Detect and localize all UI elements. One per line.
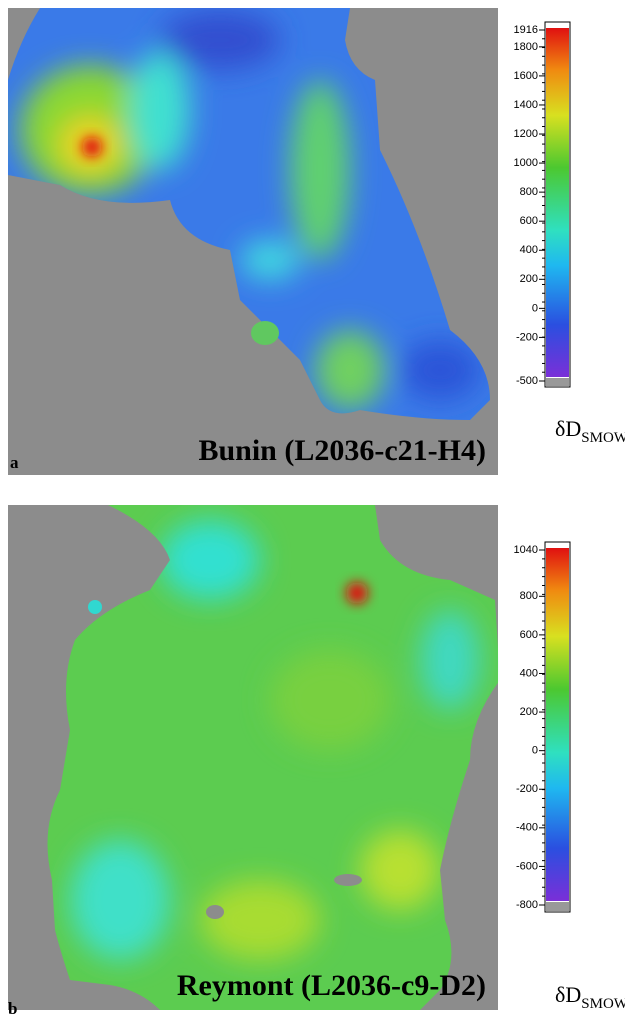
colorbar-label: δDSMOW <box>555 416 625 446</box>
tick-label: 600 <box>520 629 538 641</box>
tick-label: 0 <box>532 745 538 757</box>
tick-label: 1000 <box>514 157 538 169</box>
label-main: δD <box>555 982 581 1007</box>
tick-label: 200 <box>520 706 538 718</box>
panel-title: Reymont (L2036-c9-D2) <box>177 969 486 1002</box>
tick-label: 200 <box>520 273 538 285</box>
tick-label: 800 <box>520 186 538 198</box>
tick-label: 1916 <box>514 24 538 36</box>
tick-label: -200 <box>516 783 538 795</box>
colorbar-under <box>546 902 569 911</box>
tick-label: -500 <box>516 375 538 387</box>
tick-label: -800 <box>516 899 538 911</box>
tick-label: 800 <box>520 590 538 602</box>
label-sub: SMOW <box>581 430 625 446</box>
colorbar-label: δDSMOW <box>555 982 625 1012</box>
panel-title: Bunin (L2036-c21-H4) <box>198 434 486 467</box>
tick-label: 400 <box>520 667 538 679</box>
tick-label: 1600 <box>514 70 538 82</box>
tick-label: 0 <box>532 302 538 314</box>
tick-label: 1800 <box>514 41 538 53</box>
tick-label: -400 <box>516 822 538 834</box>
tick-label: 400 <box>520 244 538 256</box>
tick-label: 600 <box>520 215 538 227</box>
tick-label: 1200 <box>514 128 538 140</box>
colorbar-gradient <box>546 548 569 901</box>
tick-label: 1400 <box>514 99 538 111</box>
colorbar-gradient <box>546 28 569 377</box>
tick-label: 1040 <box>514 544 538 556</box>
tick-label: -600 <box>516 860 538 872</box>
label-sub: SMOW <box>581 996 625 1012</box>
label-main: δD <box>555 416 581 441</box>
map-a <box>8 8 498 475</box>
map-b <box>8 505 498 1010</box>
panel-label: a <box>10 453 19 472</box>
tick-label: -200 <box>516 331 538 343</box>
panel-label: b <box>8 999 17 1018</box>
colorbar-under <box>546 378 569 386</box>
